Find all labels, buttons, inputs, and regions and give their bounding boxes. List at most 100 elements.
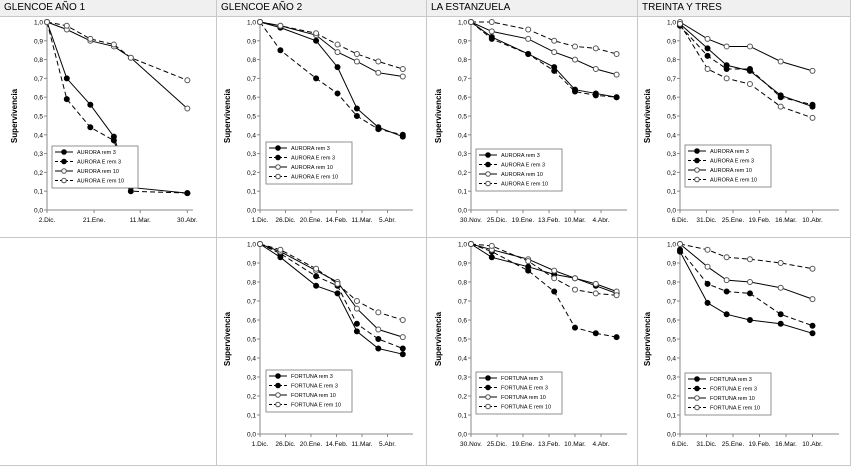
y-tick-label: 0,4 <box>667 356 676 363</box>
data-point <box>525 26 532 33</box>
data-point <box>375 326 382 333</box>
legend-label: FORTUNA rem 3 <box>710 377 752 383</box>
x-tick-label: 16.Mar. <box>775 217 797 224</box>
data-point <box>723 254 730 261</box>
y-tick-label: 0,3 <box>667 151 676 158</box>
data-point <box>353 320 360 327</box>
data-point <box>375 309 382 316</box>
legend-marker <box>485 161 491 168</box>
y-tick-label: 0,5 <box>667 337 676 344</box>
legend-marker <box>485 375 491 381</box>
x-tick-label: 19.Ene. <box>512 217 535 224</box>
x-tick-label: 6.Dic. <box>672 217 689 224</box>
y-tick-label: 0,0 <box>34 208 43 215</box>
legend-marker <box>485 152 491 158</box>
y-tick-label: 0,7 <box>667 299 676 306</box>
y-tick-label: 0,6 <box>458 95 467 102</box>
y-tick-label: 0,1 <box>667 189 676 196</box>
series-line <box>46 21 188 81</box>
legend-marker <box>275 373 281 379</box>
legend: FORTUNA rem 3 FORTUNA E rem 3 FORTUNA rem … <box>265 369 353 413</box>
legend-label: AURORA rem 3 <box>291 146 330 152</box>
data-point <box>353 305 360 312</box>
x-tick-label: 25.Ene. <box>722 217 745 224</box>
data-point <box>723 277 730 284</box>
y-tick-label: 1,0 <box>458 20 467 27</box>
legend-label: FORTUNA E rem 3 <box>710 387 757 393</box>
x-tick-label: 4.Abr. <box>593 217 610 224</box>
cell-treinta-bottom: 0,0 0,1 0,2 0,3 0,4 0,5 0,6 0,7 0,8 0,9 1,0 6.Dic. 3… <box>638 238 851 466</box>
y-tick-label: 0,2 <box>247 394 256 401</box>
legend-label: AURORA rem 3 <box>77 150 116 156</box>
legend-marker <box>61 158 67 165</box>
y-tick-label: 0,4 <box>34 132 43 139</box>
y-tick-label: 0,4 <box>458 356 467 363</box>
legend-label: AURORA E rem 3 <box>77 160 121 166</box>
data-point <box>551 275 558 282</box>
legend-label: FORTUNA E rem 10 <box>501 405 551 411</box>
y-tick-label: 0,9 <box>458 38 467 45</box>
data-point <box>677 20 683 27</box>
legend-marker <box>485 394 491 400</box>
y-tick-label: 1,0 <box>667 20 676 27</box>
header-glencoe-ano1: GLENCOE AÑO 1 <box>0 0 216 17</box>
x-tick-label: 10.Mar. <box>564 441 586 448</box>
data-point <box>353 58 360 65</box>
legend-marker <box>485 403 491 410</box>
data-point <box>353 328 360 335</box>
data-point <box>746 279 753 285</box>
data-point <box>525 258 532 265</box>
header-treinta-y-tres: TREINTA Y TRES <box>638 0 850 17</box>
x-tick-label: 5.Abr. <box>379 217 396 224</box>
x-tick-label: 14.Feb. <box>325 217 347 224</box>
data-point <box>334 290 341 297</box>
legend-marker <box>275 164 281 170</box>
data-point <box>809 322 816 329</box>
y-tick-label: 0,2 <box>667 394 676 401</box>
y-tick-label: 0,3 <box>667 375 676 382</box>
y-axis-label: Supervivencia <box>643 88 652 143</box>
series-line <box>259 21 403 136</box>
y-tick-label: 0,1 <box>667 413 676 420</box>
data-point <box>723 311 730 318</box>
series-line <box>46 21 188 194</box>
data-point <box>334 90 341 97</box>
legend: AURORA rem 3 AURORA E rem 3 AURORA rem 10 A… <box>51 145 139 189</box>
y-tick-label: 0,3 <box>458 151 467 158</box>
x-tick-label: 20.Ene. <box>300 441 323 448</box>
legend-marker <box>694 376 700 382</box>
y-tick-label: 0,7 <box>458 76 467 83</box>
legend-label: AURORA E rem 3 <box>710 159 754 165</box>
legend-marker <box>485 384 491 391</box>
x-tick-label: 1.Dic. <box>252 217 269 224</box>
cell-glencoe2-bottom: 0,0 0,1 0,2 0,3 0,4 0,5 0,6 0,7 0,8 0,9 1,0 1.Dic. 2… <box>217 238 427 466</box>
x-tick-label: 30.Nov. <box>460 217 482 224</box>
data-point <box>313 273 320 280</box>
y-tick-label: 0,5 <box>458 337 467 344</box>
data-point <box>63 96 70 103</box>
y-tick-label: 0,1 <box>247 413 256 420</box>
legend-marker <box>275 392 281 398</box>
x-tick-label: 13.Feb. <box>538 441 560 448</box>
x-tick-label: 10.Abr. <box>802 441 823 448</box>
legend-marker <box>694 157 700 164</box>
data-point <box>399 73 406 80</box>
y-tick-label: 0,9 <box>247 261 256 268</box>
x-tick-label: 10.Mar. <box>564 217 586 224</box>
y-tick-label: 0,2 <box>667 170 676 177</box>
series-line <box>46 21 188 194</box>
data-point <box>313 30 320 37</box>
y-tick-label: 0,8 <box>667 57 676 64</box>
data-point <box>87 124 94 131</box>
data-point <box>257 19 263 25</box>
data-point <box>399 131 406 138</box>
data-point <box>110 137 117 144</box>
data-point <box>592 45 599 52</box>
cell-glencoe1-top: GLENCOE AÑO 1 0,0 0,1 0,2 0,3 0,4 0,5 0,6 0,7 0,… <box>0 0 217 238</box>
legend-marker <box>275 173 281 180</box>
y-tick-label: 1,0 <box>247 242 256 249</box>
legend-label: AURORA rem 10 <box>77 169 119 175</box>
y-tick-label: 0,2 <box>458 394 467 401</box>
data-point <box>375 69 382 76</box>
legend-marker <box>694 176 700 183</box>
